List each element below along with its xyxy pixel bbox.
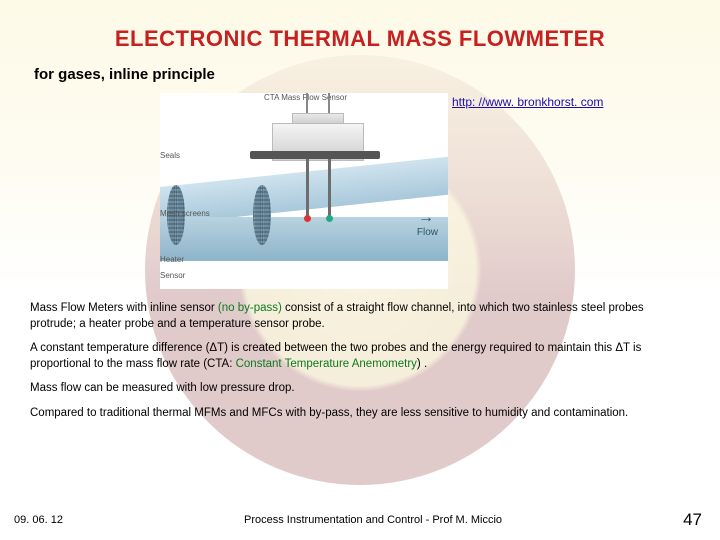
paragraph: A constant temperature difference (ΔT) i… xyxy=(30,341,690,372)
footer-date: 09. 06. 12 xyxy=(14,514,63,526)
mesh-screen-icon xyxy=(253,185,271,245)
flowmeter-diagram: CTA Mass Flow Sensor → Seals Mesh s xyxy=(160,93,448,289)
flow-channel xyxy=(160,187,448,263)
sensor-tip-icon xyxy=(326,215,333,222)
heater-tip-icon xyxy=(304,215,311,222)
label-seals: Seals xyxy=(160,151,180,160)
text: Mass Flow Meters with inline sensor xyxy=(30,302,218,314)
label-mesh: Mesh screens xyxy=(160,209,210,218)
body-text: Mass Flow Meters with inline sensor (no … xyxy=(30,301,690,421)
label-flow: Flow xyxy=(417,227,438,238)
text: ) . xyxy=(417,358,427,370)
slide-content: ELECTRONIC THERMAL MASS FLOWMETER for ga… xyxy=(0,0,720,540)
paragraph: Mass Flow Meters with inline sensor (no … xyxy=(30,301,690,332)
slide-footer: 09. 06. 12 Process Instrumentation and C… xyxy=(0,510,720,530)
seal-bar xyxy=(250,151,380,159)
flow-arrow-icon: → xyxy=(418,209,434,227)
text-highlight: Constant Temperature Anemometry xyxy=(236,358,417,370)
sensor-probe xyxy=(328,159,331,219)
paragraph: Mass flow can be measured with low press… xyxy=(30,381,690,397)
figure-area: http: //www. bronkhorst. com CTA Mass Fl… xyxy=(30,89,690,295)
wire-icon xyxy=(328,93,330,115)
source-link[interactable]: http: //www. bronkhorst. com xyxy=(452,95,603,109)
label-heater: Heater xyxy=(160,255,184,264)
text-highlight: (no by-pass) xyxy=(218,302,282,314)
footer-title: Process Instrumentation and Control - Pr… xyxy=(63,514,683,526)
heater-probe xyxy=(306,159,309,219)
wire-icon xyxy=(306,93,308,115)
paragraph: Compared to traditional thermal MFMs and… xyxy=(30,406,690,422)
slide-subtitle: for gases, inline principle xyxy=(34,66,690,83)
label-sensor: Sensor xyxy=(160,271,185,280)
slide-title: ELECTRONIC THERMAL MASS FLOWMETER xyxy=(30,26,690,52)
page-number: 47 xyxy=(683,510,702,530)
